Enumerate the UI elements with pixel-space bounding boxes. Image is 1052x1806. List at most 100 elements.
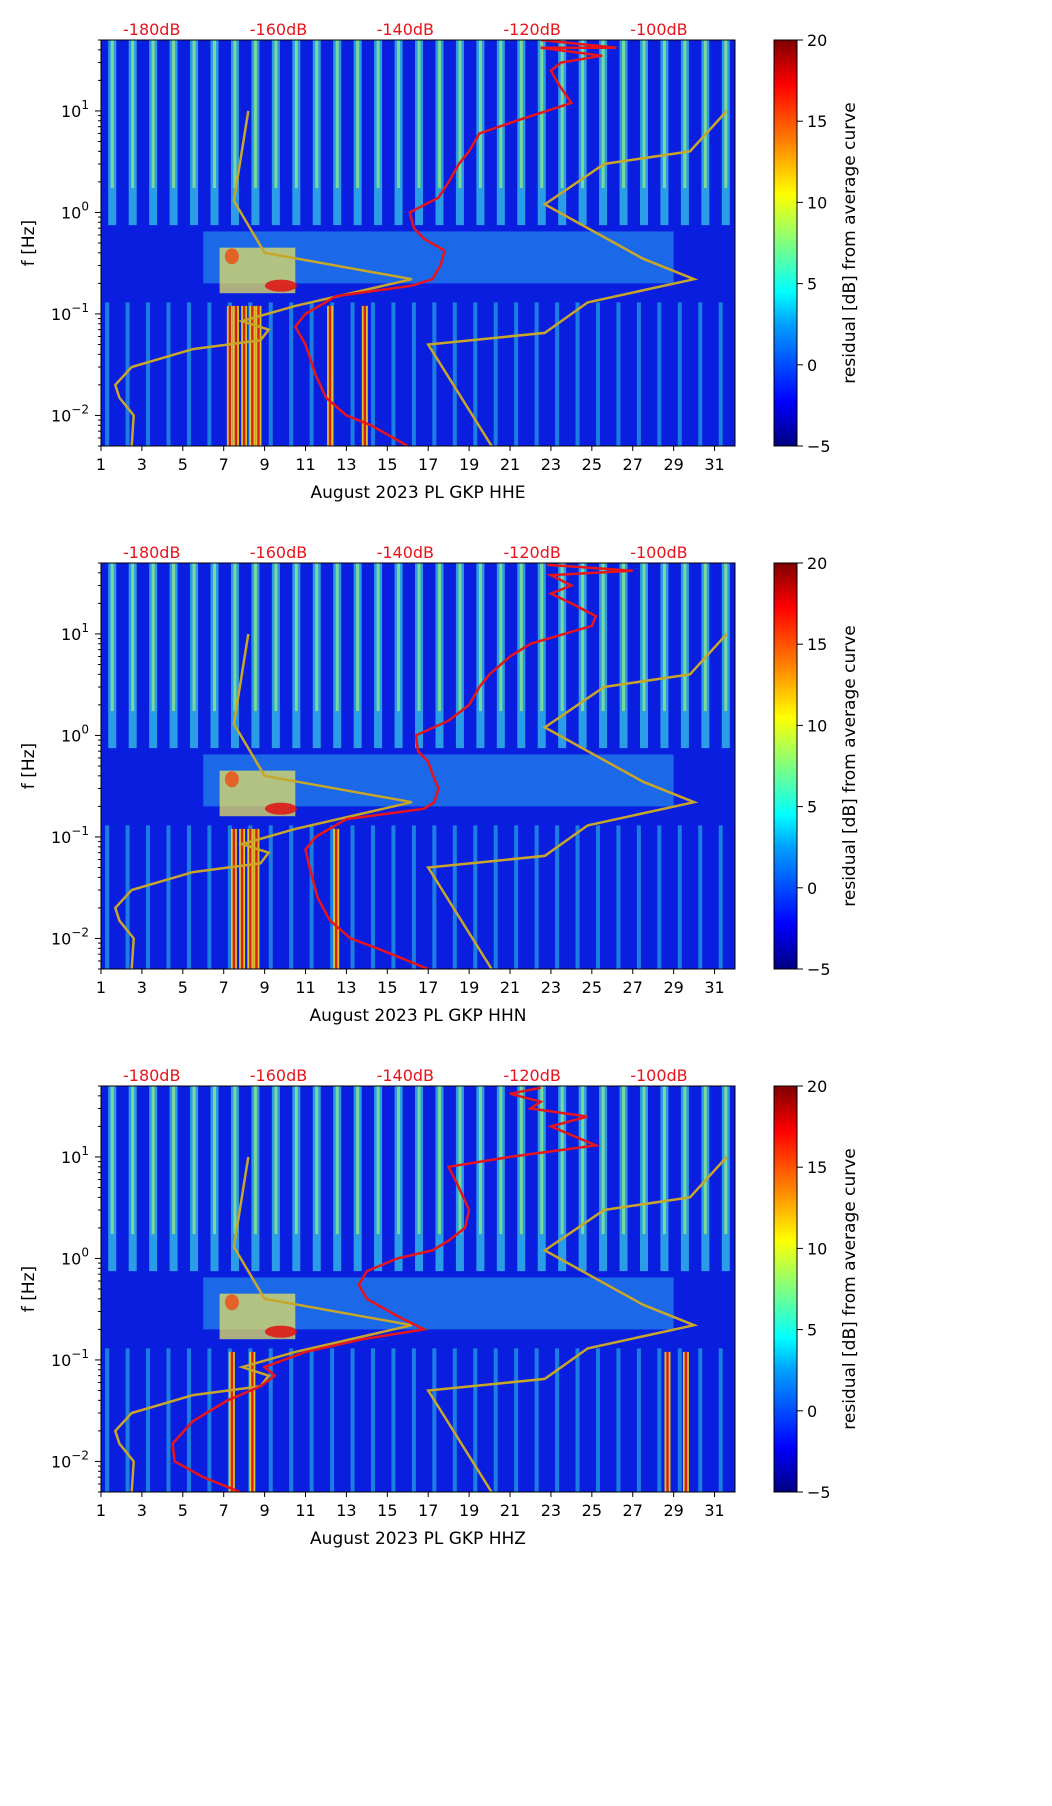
top-db-label: -120dB bbox=[503, 20, 560, 39]
low-freq-streak bbox=[616, 302, 621, 446]
hot-spot bbox=[264, 1325, 297, 1338]
warm-streak-core bbox=[251, 1351, 254, 1492]
low-freq-streak bbox=[473, 302, 478, 446]
day-stripe-core bbox=[662, 40, 666, 189]
x-tick-label: 1 bbox=[96, 455, 106, 474]
low-freq-streak bbox=[575, 302, 580, 446]
y-tick-label: 101 bbox=[61, 1144, 89, 1167]
day-stripe-core bbox=[437, 1086, 441, 1235]
x-tick-label: 19 bbox=[459, 455, 479, 474]
day-stripe-core bbox=[233, 40, 237, 189]
x-tick-label: 23 bbox=[541, 1501, 561, 1520]
day-stripe-core bbox=[315, 1086, 319, 1235]
low-freq-streak bbox=[391, 825, 396, 969]
warm-streak-core bbox=[234, 305, 238, 446]
colorbar-gradient bbox=[773, 562, 798, 970]
low-freq-streak bbox=[657, 302, 662, 446]
x-tick-label: 11 bbox=[295, 1501, 315, 1520]
low-freq-streak bbox=[186, 825, 191, 969]
average-curve bbox=[304, 563, 633, 969]
x-tick-label: 3 bbox=[137, 978, 147, 997]
low-freq-streak bbox=[391, 302, 396, 446]
panel-hhe: 1 3 5 7 9 11 13 15 17 19 21 23 25 27 29 31 10110010−110… bbox=[19, 20, 860, 503]
x-tick-label: 7 bbox=[219, 978, 229, 997]
day-stripe-core bbox=[110, 40, 114, 189]
low-freq-streak bbox=[636, 825, 641, 969]
day-stripe-core bbox=[417, 563, 421, 712]
low-freq-streak bbox=[677, 302, 682, 446]
top-db-label: -100dB bbox=[630, 20, 687, 39]
y-tick-label: 10−2 bbox=[51, 1448, 89, 1471]
low-freq-streak bbox=[432, 825, 437, 969]
day-stripe-core bbox=[213, 563, 217, 712]
day-stripe-core bbox=[417, 40, 421, 189]
warm-streak-core bbox=[328, 305, 332, 446]
x-tick-label: 27 bbox=[623, 455, 643, 474]
day-stripe-core bbox=[540, 40, 544, 189]
colorbar-label: residual [dB] from average curve bbox=[840, 102, 860, 383]
x-tick-label: 9 bbox=[260, 455, 270, 474]
low-freq-streak bbox=[677, 1348, 682, 1492]
x-tick-label: 5 bbox=[178, 978, 188, 997]
average-curve bbox=[171, 1086, 601, 1492]
y-tick-label: 100 bbox=[61, 1245, 89, 1268]
top-db-label: -140dB bbox=[377, 20, 434, 39]
low-freq-streak bbox=[514, 1348, 519, 1492]
panel-hhn: 1 3 5 7 9 11 13 15 17 19 21 23 25 27 29 31 10110010−110… bbox=[19, 543, 860, 1026]
low-freq-streak bbox=[595, 302, 600, 446]
low-freq-streak bbox=[371, 1348, 376, 1492]
warm-streak-core bbox=[255, 828, 258, 969]
colorbar: 20 15 10 5 0 −5 residual [dB] from average cu… bbox=[773, 554, 860, 979]
low-freq-streak bbox=[186, 302, 191, 446]
low-freq-streak bbox=[105, 1348, 110, 1492]
low-freq-streak bbox=[330, 1348, 335, 1492]
low-freq-streak bbox=[718, 1348, 723, 1492]
day-stripe-core bbox=[622, 40, 626, 189]
low-freq-streak bbox=[452, 1348, 457, 1492]
day-stripe-core bbox=[662, 1086, 666, 1235]
day-stripe-core bbox=[478, 563, 482, 712]
x-tick-label: 11 bbox=[295, 978, 315, 997]
hot-spot bbox=[224, 248, 239, 265]
noise-model-high bbox=[426, 1156, 728, 1492]
colorbar-tick-label: 5 bbox=[807, 1321, 817, 1340]
y-tick-label: 100 bbox=[61, 722, 89, 745]
day-stripe-core bbox=[172, 40, 176, 189]
low-freq-streak bbox=[473, 1348, 478, 1492]
day-stripe-core bbox=[622, 1086, 626, 1235]
low-freq-streak bbox=[207, 302, 212, 446]
low-freq-streak bbox=[227, 825, 232, 969]
day-stripe-core bbox=[540, 1086, 544, 1235]
low-freq-streak bbox=[595, 825, 600, 969]
day-stripe-core bbox=[724, 40, 728, 189]
day-stripe-core bbox=[294, 40, 298, 189]
hot-spot bbox=[264, 802, 297, 815]
low-freq-streak bbox=[677, 825, 682, 969]
day-stripe-core bbox=[274, 563, 278, 712]
x-tick-label: 29 bbox=[663, 455, 683, 474]
low-freq-streak bbox=[411, 302, 416, 446]
y-tick-label: 101 bbox=[61, 98, 89, 121]
x-tick-label: 23 bbox=[541, 978, 561, 997]
low-freq-streak bbox=[411, 1348, 416, 1492]
top-db-label: -160dB bbox=[250, 1066, 307, 1085]
top-db-label: -100dB bbox=[630, 1066, 687, 1085]
top-db-label: -160dB bbox=[250, 543, 307, 562]
low-freq-streak bbox=[166, 302, 171, 446]
day-stripe-core bbox=[560, 40, 564, 189]
low-freq-streak bbox=[636, 1348, 641, 1492]
warm-streak-core bbox=[232, 828, 236, 969]
warm-streak-core bbox=[666, 1351, 669, 1492]
colorbar-gradient bbox=[773, 1085, 798, 1493]
colorbar-tick-label: 15 bbox=[807, 635, 827, 654]
low-freq-streak bbox=[698, 825, 703, 969]
day-stripe-core bbox=[397, 40, 401, 189]
x-tick-label: 25 bbox=[582, 1501, 602, 1520]
day-stripe-core bbox=[151, 40, 155, 189]
y-tick-label: 101 bbox=[61, 621, 89, 644]
panel-hhz: 1 3 5 7 9 11 13 15 17 19 21 23 25 27 29 31 10110010−110… bbox=[19, 1066, 860, 1549]
warm-streak-core bbox=[242, 305, 246, 446]
low-freq-streak bbox=[595, 1348, 600, 1492]
colorbar-tick-label: 20 bbox=[807, 554, 827, 573]
day-stripe-core bbox=[683, 563, 687, 712]
